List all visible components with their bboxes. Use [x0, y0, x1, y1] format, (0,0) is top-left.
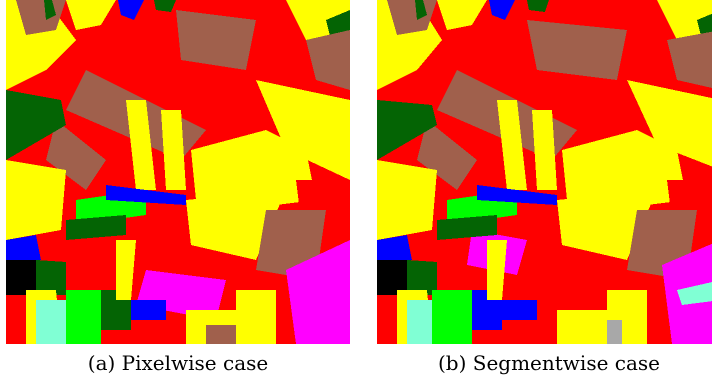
region-black — [377, 260, 407, 295]
region-dark-green — [44, 0, 56, 20]
region-brown — [46, 120, 106, 190]
region-yellow — [627, 80, 712, 167]
region-dark-green — [437, 215, 497, 240]
classification-map-segmentwise — [377, 0, 712, 344]
region-yellow — [116, 240, 136, 300]
region-blue — [106, 185, 186, 205]
region-brown — [176, 10, 256, 70]
region-blue — [489, 0, 515, 20]
region-blue — [6, 235, 41, 265]
region-brown — [417, 120, 477, 190]
region-cyan — [677, 282, 712, 305]
region-dark-green — [154, 0, 176, 12]
region-light-green — [66, 290, 101, 344]
region-blue — [118, 0, 144, 20]
region-yellow — [66, 0, 116, 30]
classification-map-pixelwise — [6, 0, 350, 344]
region-blue — [502, 300, 537, 320]
region-dark-green — [407, 260, 437, 295]
region-yellow — [557, 310, 607, 344]
caption-pixelwise: (a) Pixelwise case — [87, 351, 269, 375]
region-yellow — [562, 130, 687, 210]
region-brown — [527, 20, 627, 80]
region-dark-green — [377, 100, 437, 160]
region-yellow — [532, 110, 557, 190]
region-brown — [206, 325, 236, 344]
region-cyan — [36, 300, 66, 344]
region-gray — [607, 320, 622, 344]
region-dark-green — [415, 0, 427, 20]
region-yellow — [377, 160, 437, 240]
region-blue — [377, 235, 412, 265]
region-brown — [306, 30, 350, 90]
region-yellow — [161, 110, 186, 190]
region-cyan — [407, 300, 432, 344]
region-yellow — [126, 100, 156, 190]
region-dark-green — [527, 0, 549, 12]
region-yellow — [437, 0, 487, 30]
region-yellow — [657, 0, 712, 40]
region-dark-green — [36, 260, 66, 295]
panel-segmentwise: (b) Segmentwise case — [377, 0, 712, 375]
region-dark-green — [6, 90, 66, 160]
region-yellow — [6, 160, 66, 240]
region-blue — [131, 300, 166, 320]
region-dark-green — [66, 215, 126, 240]
panel-pixelwise: (a) Pixelwise case — [6, 0, 350, 375]
region-yellow — [236, 290, 276, 344]
region-yellow — [191, 130, 316, 210]
region-brown — [667, 31, 712, 88]
region-magenta — [286, 240, 350, 344]
region-yellow — [497, 100, 527, 190]
region-blue — [477, 185, 557, 205]
region-yellow — [256, 80, 350, 180]
caption-segmentwise: (b) Segmentwise case — [437, 351, 661, 375]
region-yellow — [487, 240, 507, 300]
region-black — [6, 260, 36, 295]
region-light-green — [432, 290, 472, 344]
